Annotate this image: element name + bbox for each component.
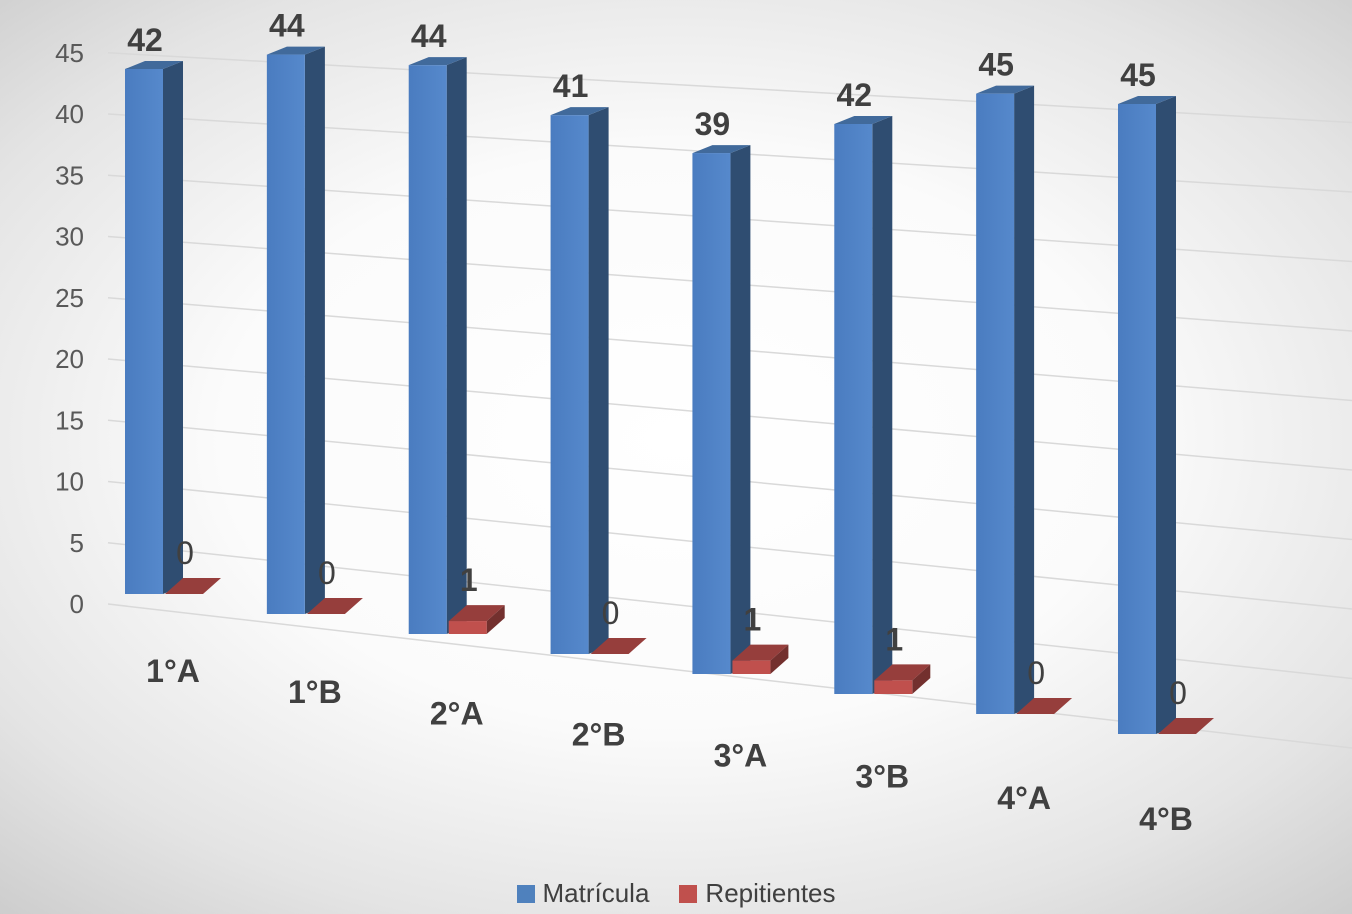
data-label-repitientes: 1 [460,562,478,598]
bar-top-matricula [266,46,325,55]
bar-matricula [1118,104,1156,734]
bar-top-matricula [125,61,183,69]
bar-matricula [692,153,731,675]
data-label-repitientes: 0 [602,595,620,631]
x-tick-label: 2°B [572,716,626,752]
data-label-repitientes: 0 [1169,675,1187,711]
legend-swatch-matricula [516,884,535,903]
data-label-repitientes: 1 [885,621,903,657]
legend-swatch-repitientes [679,884,698,903]
x-tick-label: 1°A [146,653,200,689]
bar-top-repitientes [1016,698,1073,714]
legend-item-matricula[interactable]: Matrícula [516,878,650,909]
data-label-repitientes: 1 [744,602,762,638]
data-label-repitientes: 0 [1027,655,1045,691]
bar-repitientes [732,660,771,674]
x-tick-label: 3°A [714,738,768,774]
bar-top-matricula [1118,96,1176,104]
x-tick-label: 2°A [430,695,484,731]
y-tick-label: 15 [55,405,84,435]
bar-side-matricula [304,46,325,615]
bar-matricula [125,69,163,594]
data-label-matricula: 42 [127,22,163,58]
bar-side-matricula [588,107,609,655]
data-label-repitientes: 0 [176,535,194,571]
y-axis: 0 5 10 15 20 25 30 35 40 45 [55,38,84,619]
data-label-matricula: 44 [269,8,305,44]
legend-item-repitientes[interactable]: Repitientes [679,878,836,909]
bar-side-matricula [872,116,893,694]
bar-repitientes [448,621,487,634]
bar-side-matricula [1156,96,1176,734]
y-tick-label: 45 [55,38,84,68]
x-tick-label: 1°B [288,674,342,710]
data-label-matricula: 42 [836,77,872,113]
bar-side-matricula [730,145,751,675]
bar-top-repitientes [1158,718,1214,734]
bar-matricula [834,124,873,694]
bar-top-repitientes [448,605,505,622]
bar-top-matricula [976,85,1035,94]
legend: Matrícula Repitientes [0,878,1352,909]
bar-top-repitientes [306,598,363,614]
legend-label-repitientes: Repitientes [705,878,836,908]
bar-side-repitientes [486,605,505,634]
y-tick-label: 35 [55,160,84,190]
y-tick-label: 0 [70,589,84,619]
y-tick-label: 10 [55,467,84,497]
bar-top-repitientes [590,638,647,654]
bar-top-matricula [408,57,467,66]
bar-side-repitientes [770,644,789,674]
bar-top-matricula [550,107,609,116]
x-tick-label: 4°A [997,780,1051,816]
data-label-matricula: 44 [411,18,447,54]
bar-matricula [976,93,1015,714]
y-tick-label: 5 [70,528,84,558]
bar-matricula [408,65,447,634]
bar-top-matricula [692,145,751,154]
bar-repitientes [874,680,913,694]
y-tick-label: 20 [55,344,84,374]
bar-matricula [550,115,589,654]
bar-side-repitientes [912,664,931,694]
bar-matricula [266,54,305,615]
y-tick-label: 30 [55,222,84,252]
data-label-matricula: 45 [978,47,1014,83]
bar-side-matricula [446,57,467,635]
data-label-matricula: 39 [695,106,731,142]
bar-side-matricula [163,61,183,594]
bar-side-matricula [1014,85,1035,715]
bar-top-repitientes [732,644,789,661]
bar-top-matricula [834,116,893,124]
y-tick-label: 25 [55,283,84,313]
data-label-matricula: 45 [1120,57,1156,93]
x-axis: 1°A 1°B 2°A 2°B 3°A 3°B 4°A 4°B [146,653,1193,837]
x-tick-label: 3°B [855,759,909,795]
x-tick-label: 4°B [1139,801,1193,837]
data-label-matricula: 41 [553,68,589,104]
y-tick-label: 40 [55,99,84,129]
bars: 42 0 44 0 44 1 41 0 39 1 42 1 45 0 45 0 [125,8,1214,734]
data-label-repitientes: 0 [318,555,336,591]
bar-top-repitientes [874,664,931,681]
legend-label-matricula: Matrícula [542,878,650,908]
bar-top-repitientes [165,578,221,594]
